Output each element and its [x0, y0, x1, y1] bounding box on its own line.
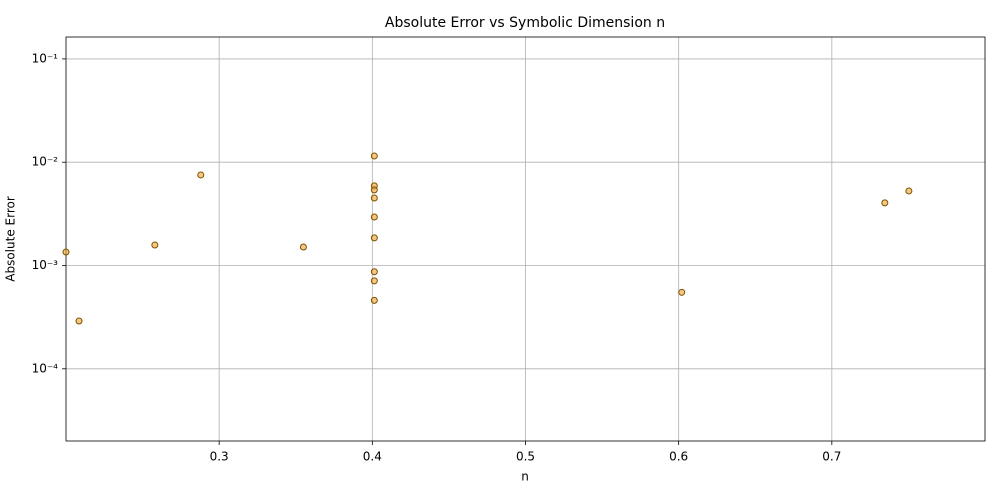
y-tick-label: 10⁻²: [32, 155, 59, 169]
point: [370, 277, 378, 285]
y-axis-label: Absolute Error: [4, 196, 18, 282]
x-axis-label: n: [521, 470, 529, 484]
plot-frame: [65, 36, 986, 442]
point: [881, 199, 889, 207]
point: [299, 243, 307, 251]
point: [75, 317, 83, 325]
point: [370, 186, 378, 194]
point: [905, 187, 913, 195]
x-tick-label: 0.7: [822, 450, 841, 464]
point: [197, 171, 205, 179]
y-tick-label: 10⁻⁴: [32, 361, 59, 375]
chart-title: Absolute Error vs Symbolic Dimension n: [385, 15, 665, 31]
point: [370, 213, 378, 221]
x-tick-label: 0.5: [516, 450, 535, 464]
point: [62, 248, 70, 256]
point: [678, 288, 686, 296]
point: [370, 296, 378, 304]
point: [151, 241, 159, 249]
y-tick-label: 10⁻¹: [32, 51, 59, 65]
point: [370, 152, 378, 160]
x-tick-label: 0.3: [210, 450, 229, 464]
point: [370, 234, 378, 242]
point: [370, 268, 378, 276]
x-tick-label: 0.4: [363, 450, 382, 464]
point: [370, 194, 378, 202]
x-tick-label: 0.6: [669, 450, 688, 464]
y-tick-label: 10⁻³: [32, 258, 59, 272]
